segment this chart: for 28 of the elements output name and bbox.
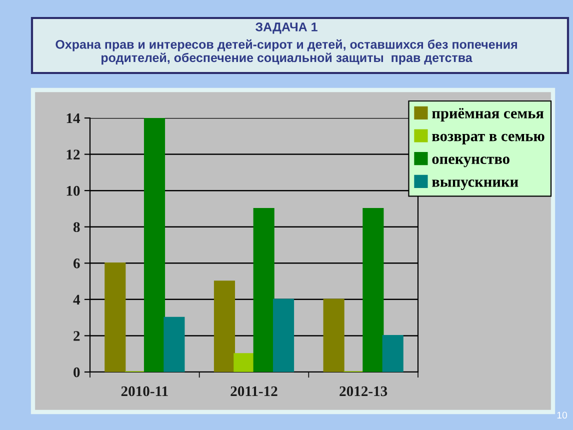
bar [253,208,274,372]
y-tick-label: 10 [66,186,80,196]
bar [234,353,255,372]
x-tick-label: 2011-12 [230,386,278,396]
legend-label: возврат в семью [432,134,544,144]
bar [104,262,126,372]
legend-label: опекунство [432,156,510,168]
bar [214,280,236,372]
y-tick-label: 8 [73,222,80,232]
bar [362,208,384,372]
bar [323,298,344,372]
bar [144,118,166,372]
bar [272,298,294,372]
y-tick-label: 6 [73,258,80,268]
x-tick-label: 2012-13 [340,386,388,396]
text: 10 [557,412,568,419]
y-tick-label: 4 [73,294,80,304]
y-tick-label: 2 [74,331,80,341]
y-tick-label: 14 [66,113,80,124]
y-tick-label: 0 [74,367,80,378]
bar [382,335,404,372]
legend-label: приёмная семья [432,108,544,122]
y-tick-label: 12 [66,150,80,160]
chart-subtitle: Охрана прав и интересов детей-сирот и детей, оставшихся без попечения родителей, обеспечение социальной защиты прав детства [56,39,517,65]
legend-label: выпускники [432,180,518,190]
bar [164,316,185,372]
x-tick-label: 2010-11 [121,386,168,396]
chart-title: ЗАДАЧА 1 [256,22,318,34]
